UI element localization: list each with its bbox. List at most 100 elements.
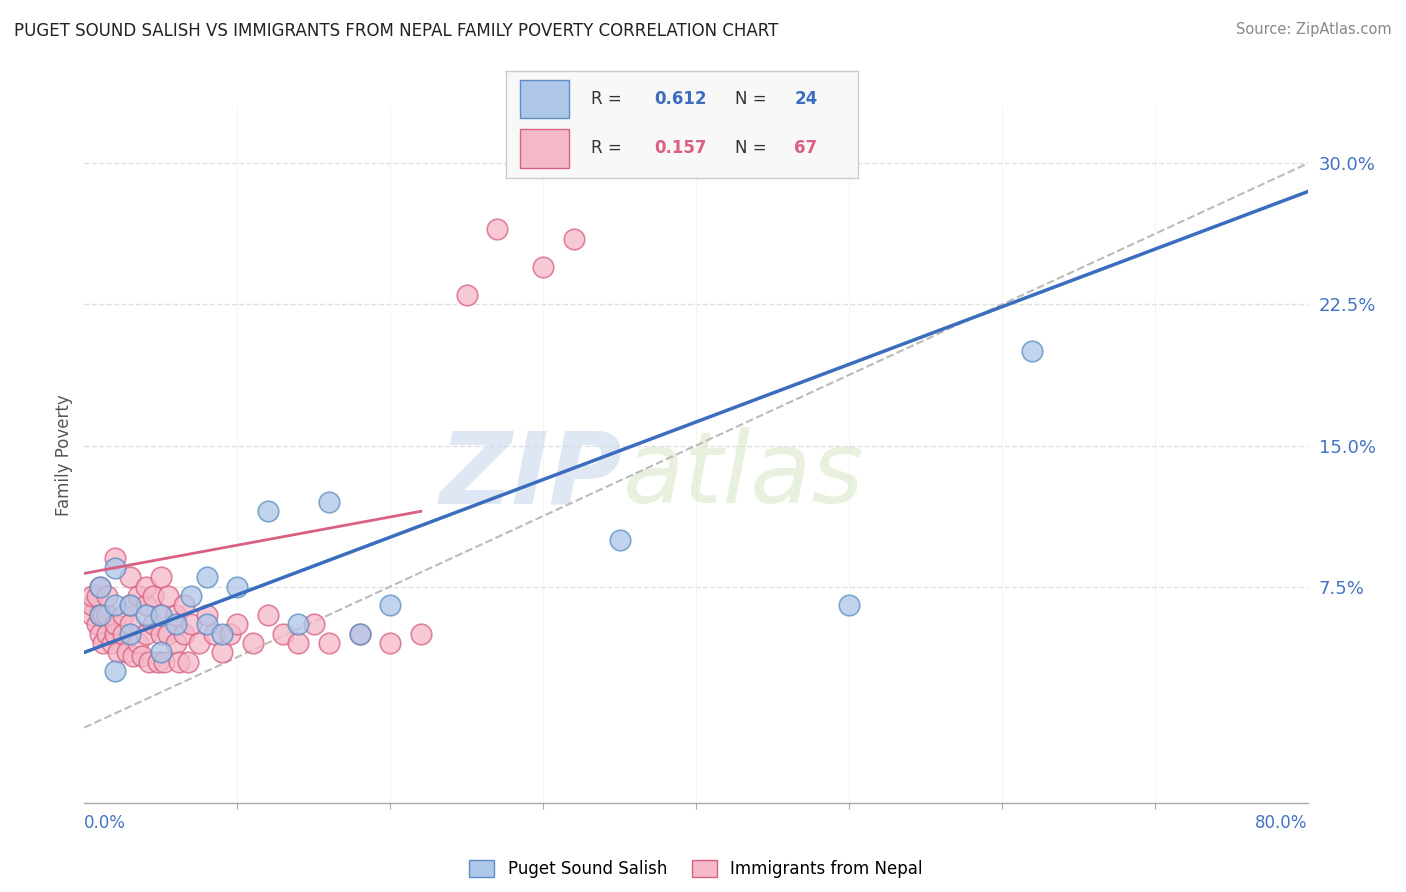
Point bbox=[142, 617, 165, 632]
Point bbox=[111, 607, 134, 622]
Point bbox=[226, 617, 249, 632]
Y-axis label: Family Poverty: Family Poverty bbox=[55, 394, 73, 516]
Point bbox=[167, 655, 190, 669]
Point bbox=[127, 589, 149, 603]
Point bbox=[135, 580, 157, 594]
Point bbox=[149, 626, 172, 640]
Point bbox=[104, 551, 127, 566]
FancyBboxPatch shape bbox=[520, 80, 569, 119]
Point bbox=[173, 626, 195, 640]
Point bbox=[104, 617, 127, 632]
Point bbox=[302, 617, 325, 632]
Point bbox=[80, 589, 103, 603]
Point bbox=[80, 607, 103, 622]
Point bbox=[101, 636, 124, 650]
Point bbox=[96, 589, 118, 603]
Point bbox=[242, 636, 264, 650]
Point bbox=[120, 599, 142, 613]
Point bbox=[349, 626, 371, 640]
Point bbox=[138, 655, 160, 669]
Point bbox=[80, 599, 103, 613]
Point bbox=[104, 626, 127, 640]
Point bbox=[131, 649, 153, 664]
Point bbox=[287, 636, 309, 650]
Point bbox=[86, 589, 108, 603]
Point bbox=[149, 607, 172, 622]
Point bbox=[257, 504, 280, 518]
Point bbox=[318, 495, 340, 509]
Point bbox=[89, 607, 111, 622]
Point bbox=[456, 288, 478, 302]
Point bbox=[165, 636, 187, 650]
Text: PUGET SOUND SALISH VS IMMIGRANTS FROM NEPAL FAMILY POVERTY CORRELATION CHART: PUGET SOUND SALISH VS IMMIGRANTS FROM NE… bbox=[14, 22, 779, 40]
Point bbox=[146, 655, 169, 669]
Point bbox=[120, 570, 142, 584]
Point bbox=[135, 626, 157, 640]
Point bbox=[177, 655, 200, 669]
Text: 0.0%: 0.0% bbox=[84, 814, 127, 832]
Point bbox=[195, 617, 218, 632]
Point bbox=[104, 599, 127, 613]
Point bbox=[195, 570, 218, 584]
Point bbox=[89, 580, 111, 594]
Point bbox=[202, 626, 225, 640]
Point bbox=[135, 607, 157, 622]
Point bbox=[838, 599, 860, 613]
Point bbox=[149, 607, 172, 622]
Point bbox=[318, 636, 340, 650]
Text: 24: 24 bbox=[794, 90, 818, 108]
Point bbox=[89, 607, 111, 622]
Point bbox=[115, 645, 138, 659]
Point bbox=[486, 222, 509, 236]
Point bbox=[173, 599, 195, 613]
Text: N =: N = bbox=[734, 139, 772, 157]
Text: Source: ZipAtlas.com: Source: ZipAtlas.com bbox=[1236, 22, 1392, 37]
Point bbox=[531, 260, 554, 274]
Text: 0.157: 0.157 bbox=[654, 139, 706, 157]
Text: ZIP: ZIP bbox=[440, 427, 623, 524]
Point bbox=[609, 533, 631, 547]
Point bbox=[107, 645, 129, 659]
Point bbox=[180, 617, 202, 632]
Point bbox=[380, 636, 402, 650]
Text: R =: R = bbox=[591, 90, 627, 108]
Point bbox=[122, 649, 145, 664]
Point bbox=[96, 626, 118, 640]
Point bbox=[91, 607, 114, 622]
Point bbox=[149, 570, 172, 584]
Point bbox=[135, 599, 157, 613]
Legend: Puget Sound Salish, Immigrants from Nepal: Puget Sound Salish, Immigrants from Nepa… bbox=[463, 854, 929, 885]
Point bbox=[211, 626, 233, 640]
Point bbox=[1021, 344, 1043, 359]
Point bbox=[218, 626, 240, 640]
Text: atlas: atlas bbox=[623, 427, 865, 524]
Text: 0.612: 0.612 bbox=[654, 90, 706, 108]
Point bbox=[96, 607, 118, 622]
Point bbox=[257, 607, 280, 622]
Point bbox=[104, 664, 127, 678]
Point bbox=[127, 636, 149, 650]
Point bbox=[409, 626, 432, 640]
Point bbox=[211, 645, 233, 659]
Point bbox=[287, 617, 309, 632]
Point bbox=[91, 636, 114, 650]
Point bbox=[86, 617, 108, 632]
Text: 80.0%: 80.0% bbox=[1256, 814, 1308, 832]
Point bbox=[157, 589, 180, 603]
Point bbox=[149, 645, 172, 659]
Point bbox=[142, 589, 165, 603]
Point bbox=[157, 626, 180, 640]
Text: R =: R = bbox=[591, 139, 627, 157]
Point bbox=[195, 607, 218, 622]
Point bbox=[89, 580, 111, 594]
Text: N =: N = bbox=[734, 90, 772, 108]
Point bbox=[380, 599, 402, 613]
Point bbox=[226, 580, 249, 594]
Point bbox=[120, 599, 142, 613]
Point bbox=[104, 560, 127, 574]
Point bbox=[165, 617, 187, 632]
Point bbox=[180, 589, 202, 603]
FancyBboxPatch shape bbox=[520, 129, 569, 168]
Point bbox=[349, 626, 371, 640]
Point bbox=[165, 607, 187, 622]
